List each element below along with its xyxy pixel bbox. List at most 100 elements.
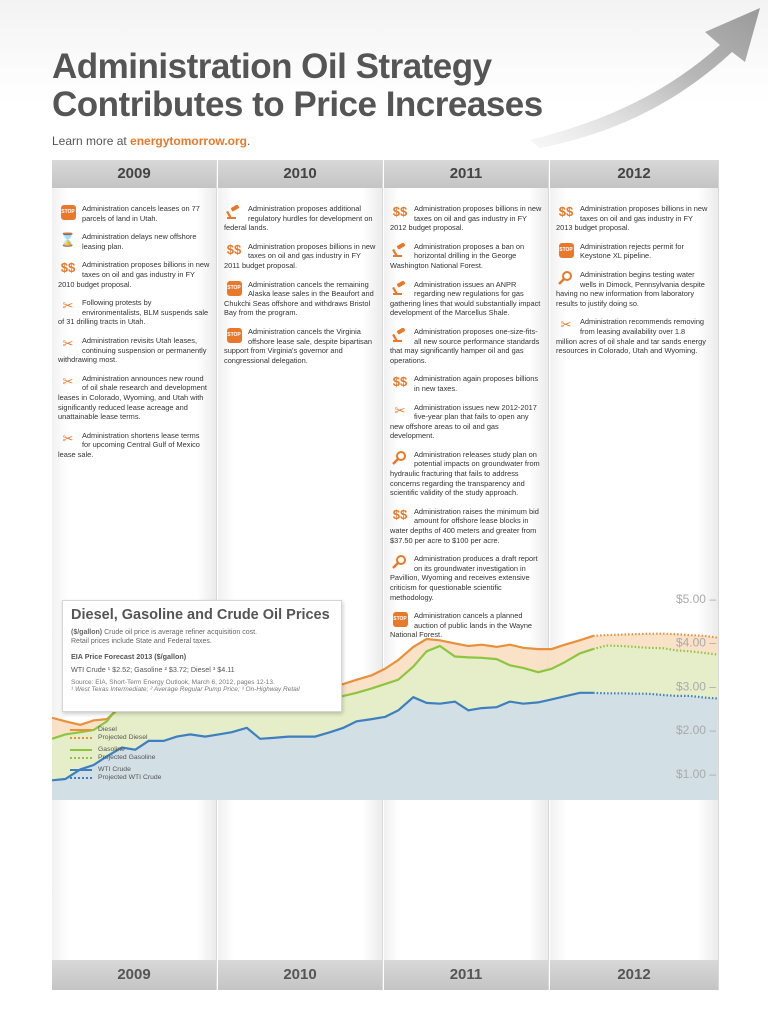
magnifier-icon xyxy=(390,555,410,570)
event-text: Administration again proposes billions i… xyxy=(414,374,539,393)
year-footer-2009: 2009 xyxy=(52,960,216,990)
legend-gasoline-proj-swatch xyxy=(70,757,92,759)
event-text: Administration proposes billions in new … xyxy=(556,204,708,233)
learn-more-suffix: . xyxy=(246,134,251,148)
event-item: ✂ Administration recommends removing from… xyxy=(556,317,708,355)
legend-crude-label: WTI Crude xyxy=(98,766,131,773)
legend-crude-swatch xyxy=(70,769,92,771)
dollar-icon-glyph: $$ xyxy=(558,204,574,219)
scissors-glyph: ✂ xyxy=(62,298,74,314)
events-2010: Administration proposes additional regul… xyxy=(224,204,376,374)
scissors-icon: ✂ xyxy=(58,299,78,313)
year-footer-2010: 2010 xyxy=(218,960,382,990)
legend-diesel-swatch xyxy=(70,729,92,731)
event-text: Administration proposes billions in new … xyxy=(224,241,376,270)
legend-crude-proj-swatch xyxy=(70,777,92,779)
event-item: Administration issues an ANPR regarding … xyxy=(390,280,542,318)
event-text: Administration proposes a ban on horizon… xyxy=(390,241,525,270)
timeline-panel: 2009 STOP Administration cancels leases o… xyxy=(52,160,719,990)
event-item: Administration proposes a ban on horizon… xyxy=(390,242,542,271)
dollar-icon: $$ xyxy=(390,507,410,522)
header-background xyxy=(0,0,768,170)
event-text: Administration announces new round of oi… xyxy=(58,373,207,422)
chart-info-box: Diesel, Gasoline and Crude Oil Prices ($… xyxy=(62,600,342,712)
legend-gasoline-swatch xyxy=(70,749,92,751)
stop-sign-icon: STOP xyxy=(556,242,576,258)
learn-more-link[interactable]: energytomorrow.org xyxy=(130,134,247,148)
event-text: Administration shortens lease terms for … xyxy=(58,430,200,459)
line-projected-gasoline xyxy=(592,644,718,656)
event-text: Administration raises the minimum bid am… xyxy=(390,506,539,545)
chart-title: Diesel, Gasoline and Crude Oil Prices xyxy=(71,607,330,623)
legend-diesel-sub: Projected Diesel xyxy=(98,733,148,741)
y-tick-label: $2.00 – xyxy=(676,723,716,737)
gavel-icon xyxy=(390,327,410,342)
event-item: STOP Administration rejects permit for Ke… xyxy=(556,242,708,261)
scissors-glyph: ✂ xyxy=(394,402,406,418)
scissors-glyph: ✂ xyxy=(560,317,572,333)
chart-source: Source: EIA, Short-Term Energy Outlook, … xyxy=(71,679,275,686)
event-item: ✂ Following protests by environmentalists… xyxy=(58,298,210,327)
event-text: Administration delays new offshore leasi… xyxy=(82,232,197,251)
event-item: $$ Administration proposes billions in ne… xyxy=(390,204,542,233)
stop-sign-icon: STOP xyxy=(58,205,78,220)
year-header-2011: 2011 xyxy=(384,160,548,188)
chart-subtitle-text: Crude oil price is average refiner acqui… xyxy=(102,629,257,636)
title-line-1: Administration Oil Strategy xyxy=(52,47,492,86)
stop-sign-icon: STOP xyxy=(224,327,244,343)
dollar-icon: $$ xyxy=(390,205,410,219)
events-2011: $$ Administration proposes billions in ne… xyxy=(390,204,542,649)
area-wti-crude xyxy=(52,692,718,800)
event-item: Administration releases study plan on po… xyxy=(390,450,542,498)
event-item: Administration begins testing water well… xyxy=(556,270,708,308)
year-header-2012: 2012 xyxy=(550,160,718,188)
chart-subtitle-line2: Retail prices include State and Federal … xyxy=(71,638,212,645)
scissors-icon: ✂ xyxy=(58,374,78,389)
event-item: ✂ Administration revisits Utah leases, co… xyxy=(58,336,210,365)
event-item: $$ Administration proposes billions in ne… xyxy=(224,242,376,271)
stop-sign-icon: STOP xyxy=(390,612,410,628)
dollar-icon-glyph: $$ xyxy=(392,374,408,390)
column-2012: 2012 $$ Administration proposes billions … xyxy=(550,160,719,990)
scissors-icon: ✂ xyxy=(556,318,576,332)
learn-more-prefix: Learn more at xyxy=(52,134,131,148)
event-text: Administration cancels the remaining Ala… xyxy=(224,279,374,318)
event-text: Administration cancels a planned auction… xyxy=(390,611,533,640)
page-title: Administration Oil Strategy Contributes … xyxy=(52,48,543,124)
stop-sign-glyph: STOP xyxy=(226,327,242,343)
event-text: Administration issues new 2012-2017 five… xyxy=(390,402,537,441)
event-item: ✂ Administration announces new round of o… xyxy=(58,374,210,422)
magnifier-icon xyxy=(556,270,576,285)
event-item: Administration proposes one-size-fits-al… xyxy=(390,327,542,365)
event-item: $$ Administration proposes billions in ne… xyxy=(556,204,708,233)
event-item: STOP Administration cancels a planned auc… xyxy=(390,611,542,640)
event-item: Administration proposes additional regul… xyxy=(224,204,376,233)
event-text: Administration recommends removing from … xyxy=(556,317,706,356)
scissors-icon: ✂ xyxy=(58,336,78,351)
event-text: Administration begins testing water well… xyxy=(556,269,705,308)
events-2009: STOP Administration cancels leases on 77 … xyxy=(58,204,210,468)
dollar-icon: $$ xyxy=(58,261,78,275)
chart-subtitle: ($/gallon) Crude oil price is average re… xyxy=(71,628,333,646)
event-item: ⌛ Administration delays new offshore leas… xyxy=(58,232,210,251)
hourglass-icon: ⌛ xyxy=(58,233,78,247)
legend-crude-sub: Projected WTI Crude xyxy=(98,773,162,781)
event-item: ✂ Administration issues new 2012-2017 fiv… xyxy=(390,403,542,441)
event-item: ✂ Administration shortens lease terms for… xyxy=(58,431,210,460)
dollar-icon: $$ xyxy=(390,375,410,389)
scissors-glyph: ✂ xyxy=(62,430,74,446)
dollar-icon: $$ xyxy=(224,242,244,257)
magnifier-icon xyxy=(390,450,410,465)
column-2011: 2011 $$ Administration proposes billions … xyxy=(384,160,549,990)
dollar-icon-glyph: $$ xyxy=(392,204,408,219)
stop-sign-glyph: STOP xyxy=(558,242,574,258)
event-item: STOP Administration cancels the Virginia … xyxy=(224,327,376,365)
year-header-2010: 2010 xyxy=(218,160,382,188)
event-item: Administration produces a draft report o… xyxy=(390,554,542,602)
scissors-icon: ✂ xyxy=(58,430,78,446)
line-wti-crude xyxy=(52,691,594,782)
year-footer-2011: 2011 xyxy=(384,960,548,990)
event-text: Administration proposes one-size-fits-al… xyxy=(390,326,540,365)
event-item: STOP Administration cancels leases on 77 … xyxy=(58,204,210,223)
event-text: Administration cancels leases on 77 parc… xyxy=(82,204,200,223)
